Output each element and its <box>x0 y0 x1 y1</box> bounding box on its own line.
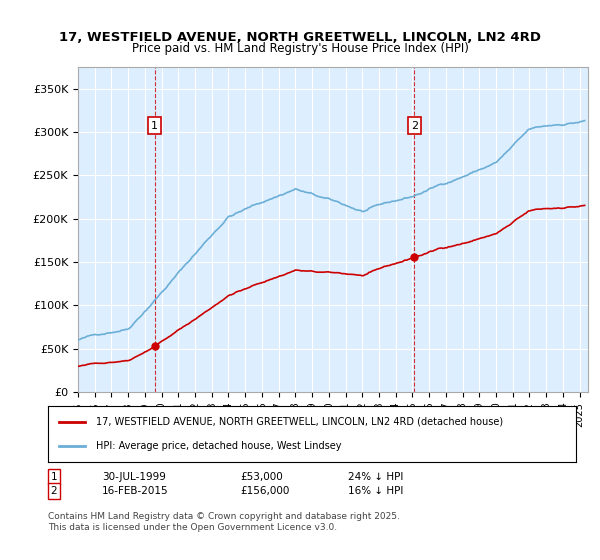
Text: 17, WESTFIELD AVENUE, NORTH GREETWELL, LINCOLN, LN2 4RD (detached house): 17, WESTFIELD AVENUE, NORTH GREETWELL, L… <box>95 417 503 427</box>
Text: Contains HM Land Registry data © Crown copyright and database right 2025.
This d: Contains HM Land Registry data © Crown c… <box>48 512 400 532</box>
Text: Price paid vs. HM Land Registry's House Price Index (HPI): Price paid vs. HM Land Registry's House … <box>131 42 469 55</box>
Text: 1: 1 <box>50 472 58 482</box>
Text: 30-JUL-1999: 30-JUL-1999 <box>102 472 166 482</box>
Text: £53,000: £53,000 <box>240 472 283 482</box>
Text: 1: 1 <box>151 120 158 130</box>
Text: £156,000: £156,000 <box>240 486 289 496</box>
Text: HPI: Average price, detached house, West Lindsey: HPI: Average price, detached house, West… <box>95 441 341 451</box>
Text: 17, WESTFIELD AVENUE, NORTH GREETWELL, LINCOLN, LN2 4RD: 17, WESTFIELD AVENUE, NORTH GREETWELL, L… <box>59 31 541 44</box>
Text: 2: 2 <box>411 120 418 130</box>
Text: 2: 2 <box>50 486 58 496</box>
Text: 16-FEB-2015: 16-FEB-2015 <box>102 486 169 496</box>
Text: 16% ↓ HPI: 16% ↓ HPI <box>348 486 403 496</box>
Text: 24% ↓ HPI: 24% ↓ HPI <box>348 472 403 482</box>
